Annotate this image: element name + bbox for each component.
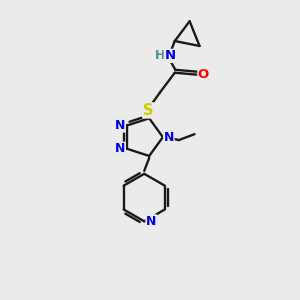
Text: N: N: [164, 50, 175, 62]
Text: N: N: [146, 215, 156, 228]
Text: N: N: [164, 130, 174, 144]
Text: N: N: [115, 142, 125, 155]
Text: N: N: [115, 119, 125, 132]
Text: H: H: [155, 50, 165, 62]
Text: S: S: [143, 103, 153, 118]
Text: O: O: [198, 68, 209, 81]
